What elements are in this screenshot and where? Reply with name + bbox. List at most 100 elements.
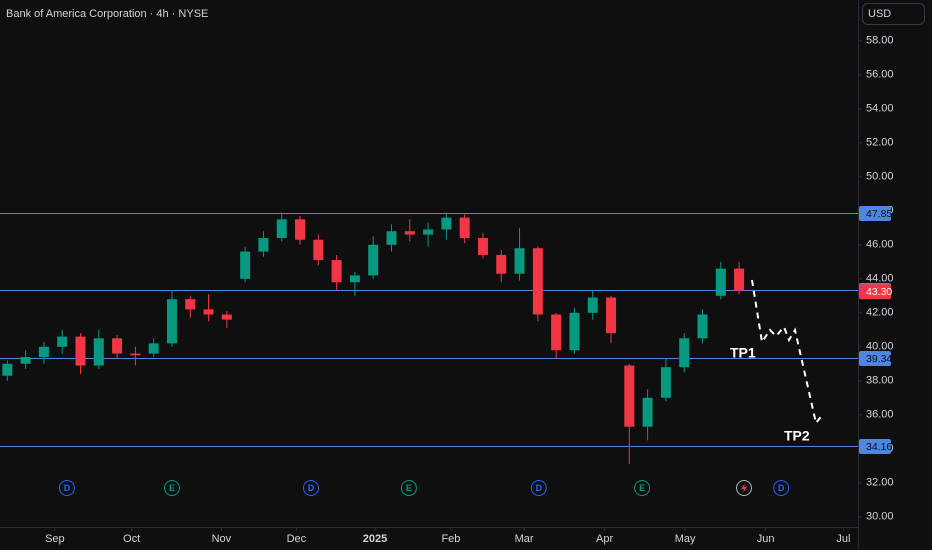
event-marker[interactable]: D <box>530 480 547 496</box>
candle-body <box>2 363 13 376</box>
candle-body <box>313 239 324 261</box>
candle-body <box>496 255 507 274</box>
y-tick-label: 46.00 <box>866 239 894 251</box>
candle-body <box>679 338 690 368</box>
candle-body <box>93 338 104 366</box>
x-tick-label: Dec <box>287 533 307 545</box>
y-tick-label: 42.00 <box>866 307 894 319</box>
chart-title: Bank of America Corporation · 4h · NYSE <box>6 8 208 20</box>
last-price-tag <box>859 284 891 300</box>
candle-body <box>349 275 360 283</box>
candle-body <box>660 367 671 398</box>
event-marker[interactable]: E <box>634 480 651 496</box>
y-tick-label: 52.00 <box>866 137 894 149</box>
y-tick-label: 40.00 <box>866 341 894 353</box>
candle-body <box>459 217 470 238</box>
event-circle <box>773 480 790 496</box>
level-tag-label: 34.16 <box>866 441 892 453</box>
x-tick-label: Oct <box>123 533 140 545</box>
candle-body <box>624 365 635 427</box>
candle-body <box>20 357 31 364</box>
event-marker[interactable]: E <box>163 480 180 496</box>
candle-body <box>514 248 525 274</box>
candle-body <box>130 353 141 356</box>
event-circle <box>530 480 547 496</box>
level-tag <box>859 206 891 221</box>
y-tick-label: 44.00 <box>866 273 894 285</box>
event-label: E <box>406 483 412 493</box>
candle-body <box>368 244 379 276</box>
x-tick-label: Apr <box>596 533 613 545</box>
event-circle <box>303 480 320 496</box>
x-tick-label: Jul <box>836 533 850 545</box>
flash-event-circle <box>736 480 752 496</box>
x-tick-label: Mar <box>515 533 534 545</box>
y-tick-label: 54.00 <box>866 103 894 115</box>
y-tick-label: 30.00 <box>866 511 894 523</box>
level-tag-label: 47.85 <box>866 208 892 220</box>
levels <box>0 213 858 447</box>
candle-body <box>240 251 251 279</box>
level-tag <box>859 351 891 366</box>
candle-body <box>38 346 49 357</box>
y-tick-label: 38.00 <box>866 375 894 387</box>
projection-path <box>751 279 824 426</box>
candle-body <box>112 338 123 354</box>
candle-body <box>606 297 617 334</box>
candle-body <box>295 219 306 240</box>
x-tick-label: 2025 <box>363 533 387 545</box>
y-tick-label: 56.00 <box>866 69 894 81</box>
x-tick-label: Feb <box>441 533 460 545</box>
currency-button[interactable] <box>862 3 925 25</box>
candle-body <box>221 314 232 320</box>
y-tick-label: 50.00 <box>866 171 894 183</box>
candle-body <box>477 238 488 255</box>
level-tag-label: 39.34 <box>866 353 892 365</box>
candle-body <box>715 268 726 296</box>
candle-body <box>185 299 196 310</box>
last-price-label: 43.30 <box>866 286 892 298</box>
candle-body <box>642 397 653 427</box>
event-label: D <box>64 483 71 493</box>
event-label: E <box>639 483 645 493</box>
x-tick-label: Jun <box>757 533 775 545</box>
candle-body <box>386 231 397 245</box>
candle-body <box>258 238 269 252</box>
candles <box>2 212 745 465</box>
flash-icon <box>741 483 747 493</box>
currency-label[interactable]: USD <box>868 8 891 20</box>
event-marker[interactable]: E <box>400 480 417 496</box>
candle-body <box>587 297 598 313</box>
event-circle <box>163 480 180 496</box>
event-label: E <box>169 483 175 493</box>
flash-event[interactable] <box>736 480 752 496</box>
event-marker[interactable]: D <box>58 480 75 496</box>
candle-body <box>331 260 342 283</box>
x-tick-label: Sep <box>45 533 65 545</box>
event-label: D <box>536 483 543 493</box>
candle-body <box>148 343 159 354</box>
candle-body <box>697 314 708 339</box>
level-tag <box>859 439 891 454</box>
x-tick-label: Nov <box>212 533 232 545</box>
event-circle <box>634 480 651 496</box>
candle-body <box>423 229 434 235</box>
candle-body <box>734 268 745 291</box>
event-marker[interactable]: D <box>773 480 790 496</box>
candle-body <box>441 217 452 230</box>
event-circle <box>58 480 75 496</box>
tp1-label: TP1 <box>730 345 756 361</box>
candle-body <box>203 309 214 315</box>
candle-body <box>569 312 580 351</box>
candle-body <box>404 231 415 235</box>
event-circle <box>400 480 417 496</box>
event-label: D <box>308 483 315 493</box>
axes: 30.0032.0034.0036.0038.0040.0042.0044.00… <box>45 35 893 545</box>
event-label: D <box>778 483 785 493</box>
candle-body <box>276 219 287 238</box>
event-marker[interactable]: D <box>303 480 320 496</box>
y-tick-label: 32.00 <box>866 477 894 489</box>
x-tick-label: May <box>675 533 696 545</box>
